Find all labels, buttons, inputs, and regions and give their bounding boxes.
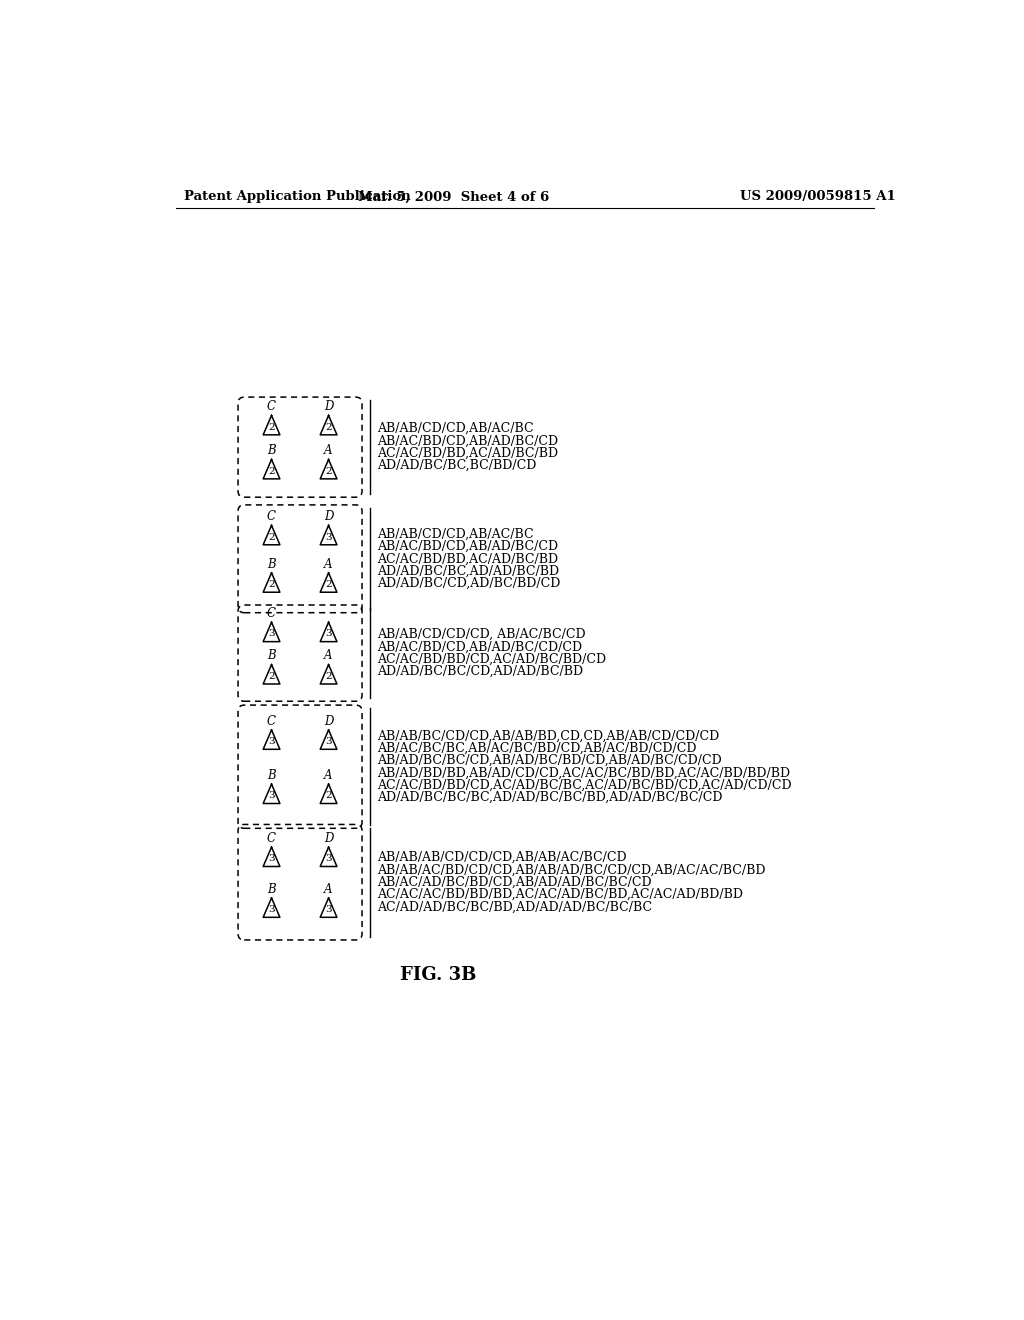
Text: US 2009/0059815 A1: US 2009/0059815 A1 <box>740 190 896 203</box>
Text: AC/AC/BD/BD,AC/AD/BC/BD: AC/AC/BD/BD,AC/AD/BC/BD <box>378 552 559 565</box>
Text: 3: 3 <box>326 906 332 913</box>
Text: A: A <box>325 557 333 570</box>
Text: AC/AC/AC/BD/BD/BD,AC/AC/AD/BC/BD,AC/AC/AD/BD/BD: AC/AC/AC/BD/BD/BD,AC/AC/AD/BC/BD,AC/AC/A… <box>378 888 743 902</box>
Text: A: A <box>325 649 333 663</box>
Text: 3: 3 <box>268 906 274 913</box>
Text: 3: 3 <box>268 791 274 800</box>
Text: B: B <box>267 883 275 895</box>
Text: A: A <box>325 883 333 895</box>
Text: 3: 3 <box>326 532 332 541</box>
Text: AC/AC/BD/BD/CD,AC/AD/BC/BD/CD: AC/AC/BD/BD/CD,AC/AD/BC/BD/CD <box>378 653 606 665</box>
Text: 3: 3 <box>326 854 332 863</box>
Text: AB/AD/BD/BD,AB/AD/CD/CD,AC/AC/BC/BD/BD,AC/AC/BD/BD/BD: AB/AD/BD/BD,AB/AD/CD/CD,AC/AC/BC/BD/BD,A… <box>378 767 791 779</box>
Text: 2: 2 <box>268 579 274 589</box>
Text: AC/AC/BD/BD,AC/AD/BC/BD: AC/AC/BD/BD,AC/AD/BC/BD <box>378 446 559 459</box>
Text: 2: 2 <box>268 672 274 681</box>
Text: D: D <box>324 832 333 845</box>
Text: 3: 3 <box>268 854 274 863</box>
Text: AB/AD/BC/BC/CD,AB/AD/BC/BD/CD,AB/AD/BC/CD/CD: AB/AD/BC/BC/CD,AB/AD/BC/BD/CD,AB/AD/BC/C… <box>378 754 722 767</box>
Text: C: C <box>267 832 276 845</box>
Text: AC/AD/AD/BC/BC/BD,AD/AD/AD/BC/BC/BC: AC/AD/AD/BC/BC/BD,AD/AD/AD/BC/BC/BC <box>378 900 652 913</box>
Text: 2: 2 <box>268 422 274 432</box>
Text: B: B <box>267 649 275 663</box>
Text: AB/AC/AD/BC/BD/CD,AB/AD/AD/BC/BC/CD: AB/AC/AD/BC/BD/CD,AB/AD/AD/BC/BC/CD <box>378 875 652 888</box>
Text: 2: 2 <box>326 466 332 475</box>
Text: D: D <box>324 510 333 523</box>
Text: C: C <box>267 510 276 523</box>
Text: 2: 2 <box>326 422 332 432</box>
Text: A: A <box>325 444 333 457</box>
Text: AD/AD/BC/CD,AD/BC/BD/CD: AD/AD/BC/CD,AD/BC/BD/CD <box>378 577 561 590</box>
Text: AB/AB/BC/CD/CD,AB/AB/BD,CD,CD,AB/AB/CD/CD/CD: AB/AB/BC/CD/CD,AB/AB/BD,CD,CD,AB/AB/CD/C… <box>378 730 720 742</box>
Text: B: B <box>267 768 275 781</box>
Text: AB/AB/CD/CD/CD, AB/AC/BC/CD: AB/AB/CD/CD/CD, AB/AC/BC/CD <box>378 628 586 642</box>
Text: AB/AC/BD/CD,AB/AD/BC/CD: AB/AC/BD/CD,AB/AD/BC/CD <box>378 540 559 553</box>
Text: Mar. 5, 2009  Sheet 4 of 6: Mar. 5, 2009 Sheet 4 of 6 <box>357 190 549 203</box>
Text: AB/AB/AB/CD/CD/CD,AB/AB/AC/BC/CD: AB/AB/AB/CD/CD/CD,AB/AB/AC/BC/CD <box>378 851 627 865</box>
Text: AB/AC/BD/CD,AB/AD/BC/CD: AB/AC/BD/CD,AB/AD/BC/CD <box>378 434 559 447</box>
Text: Patent Application Publication: Patent Application Publication <box>183 190 411 203</box>
Text: 3: 3 <box>326 630 332 639</box>
Text: AD/AD/BC/BC,AD/AD/BC/BD: AD/AD/BC/BC,AD/AD/BC/BD <box>378 565 560 578</box>
Text: D: D <box>324 400 333 413</box>
Text: 2: 2 <box>326 579 332 589</box>
Text: 2: 2 <box>268 466 274 475</box>
Text: 2: 2 <box>268 532 274 541</box>
Text: 3: 3 <box>268 737 274 746</box>
Text: AD/AD/BC/BC/BC,AD/AD/BC/BC/BD,AD/AD/BC/BC/CD: AD/AD/BC/BC/BC,AD/AD/BC/BC/BD,AD/AD/BC/B… <box>378 791 723 804</box>
Text: FIG. 3B: FIG. 3B <box>399 966 476 983</box>
Text: 3: 3 <box>268 630 274 639</box>
Text: AB/AB/CD/CD,AB/AC/BC: AB/AB/CD/CD,AB/AC/BC <box>378 422 535 436</box>
Text: AB/AC/BD/CD,AB/AD/BC/CD/CD: AB/AC/BD/CD,AB/AD/BC/CD/CD <box>378 640 583 653</box>
Text: B: B <box>267 444 275 457</box>
Text: C: C <box>267 400 276 413</box>
Text: C: C <box>267 607 276 620</box>
Text: AD/AD/BC/BC/CD,AD/AD/BC/BD: AD/AD/BC/BC/CD,AD/AD/BC/BD <box>378 665 584 678</box>
Text: B: B <box>267 557 275 570</box>
Text: AC/AC/BD/BD/CD,AC/AD/BC/BC,AC/AD/BC/BD/CD,AC/AD/CD/CD: AC/AC/BD/BD/CD,AC/AD/BC/BC,AC/AD/BC/BD/C… <box>378 779 793 792</box>
Text: D: D <box>324 714 333 727</box>
Text: 2: 2 <box>326 672 332 681</box>
Text: AB/AB/CD/CD,AB/AC/BC: AB/AB/CD/CD,AB/AC/BC <box>378 528 535 541</box>
Text: AB/AB/AC/BD/CD/CD,AB/AB/AD/BC/CD/CD,AB/AC/AC/BC/BD: AB/AB/AC/BD/CD/CD,AB/AB/AD/BC/CD/CD,AB/A… <box>378 863 766 876</box>
Text: 2: 2 <box>326 791 332 800</box>
Text: AB/AC/BC/BC,AB/AC/BC/BD/CD,AB/AC/BD/CD/CD: AB/AC/BC/BC,AB/AC/BC/BD/CD,AB/AC/BD/CD/C… <box>378 742 697 755</box>
Text: AD/AD/BC/BC,BC/BD/CD: AD/AD/BC/BC,BC/BD/CD <box>378 459 537 473</box>
Text: 3: 3 <box>326 737 332 746</box>
Text: A: A <box>325 768 333 781</box>
Text: C: C <box>267 714 276 727</box>
